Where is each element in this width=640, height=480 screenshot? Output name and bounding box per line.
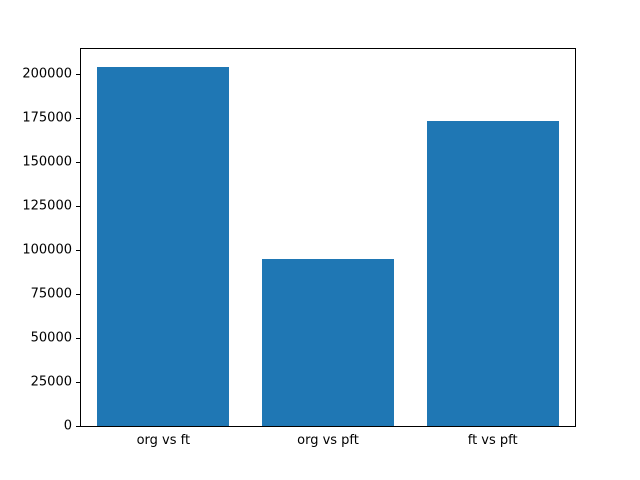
- y-tick-label: 0: [63, 418, 72, 434]
- y-tick-mark: [76, 205, 80, 207]
- y-tick-label: 150000: [22, 154, 72, 170]
- y-tick-label: 25000: [30, 374, 72, 390]
- y-tick-mark: [76, 117, 80, 119]
- y-tick-label: 200000: [22, 66, 72, 82]
- y-tick-mark: [76, 426, 80, 427]
- y-tick-mark: [76, 161, 80, 163]
- y-tick-label: 75000: [30, 286, 72, 302]
- bar-org-vs-pft: [262, 258, 394, 426]
- y-tick-mark: [76, 381, 80, 383]
- y-tick-label: 50000: [30, 330, 72, 346]
- bar-ft-vs-pft: [426, 121, 559, 426]
- y-tick-label: 100000: [22, 242, 72, 258]
- y-tick-label: 125000: [22, 198, 72, 214]
- y-tick-mark: [76, 337, 80, 339]
- x-tick-label: org vs pft: [297, 433, 359, 448]
- x-tick-label: ft vs pft: [467, 433, 518, 448]
- x-tick-label: org vs ft: [136, 433, 191, 448]
- y-tick-mark: [76, 73, 80, 75]
- plot-area: [80, 48, 576, 427]
- y-tick-mark: [76, 249, 80, 251]
- bar-org-vs-ft: [97, 66, 230, 426]
- y-tick-label: 175000: [22, 110, 72, 126]
- y-tick-mark: [76, 293, 80, 295]
